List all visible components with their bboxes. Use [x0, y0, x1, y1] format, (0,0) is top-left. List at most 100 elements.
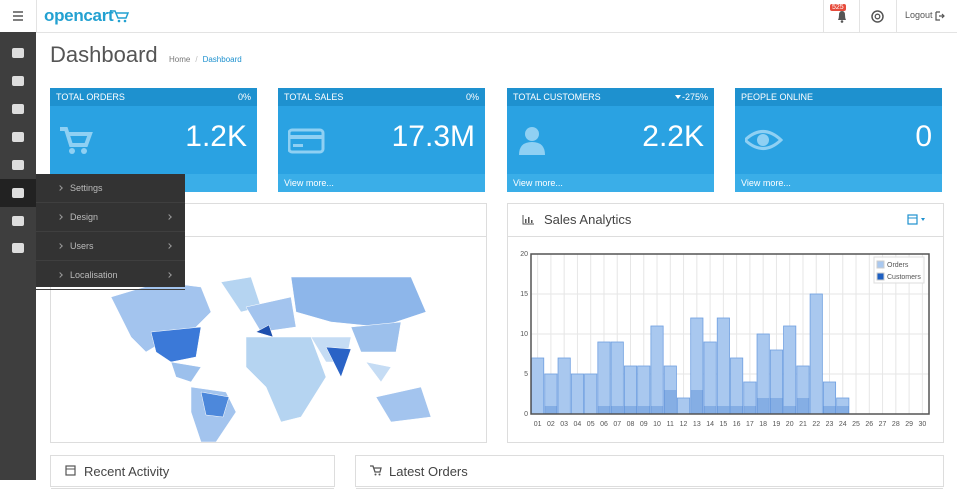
legend-label: Orders — [887, 262, 909, 269]
chart-icon — [522, 215, 534, 225]
bar — [783, 325, 797, 415]
nav-icon[interactable] — [12, 243, 24, 253]
nav-icon[interactable] — [12, 160, 24, 170]
logout[interactable]: Logout — [905, 10, 933, 20]
bar — [650, 406, 664, 414]
panel-heading: Sales Analytics — [508, 204, 943, 237]
bar — [677, 397, 691, 415]
logo[interactable]: opencart — [44, 6, 114, 25]
bar — [570, 373, 584, 415]
x-tick-label: 11 — [667, 421, 674, 428]
tile-title: PEOPLE ONLINE — [741, 92, 814, 102]
bar — [743, 406, 757, 414]
tile-body: 17.3M — [278, 106, 485, 174]
legend-swatch — [876, 272, 885, 281]
bar — [664, 390, 677, 414]
x-tick-label: 13 — [693, 421, 701, 428]
nav-icon[interactable] — [12, 188, 24, 198]
nav-icon[interactable] — [12, 132, 24, 142]
latest-orders-panel: Latest Orders — [355, 455, 944, 489]
x-tick-label: 30 — [918, 421, 926, 428]
x-tick-label: 17 — [746, 421, 754, 428]
x-tick-label: 21 — [799, 421, 807, 428]
tile-heading: PEOPLE ONLINE — [735, 88, 942, 106]
date-picker[interactable] — [907, 213, 929, 225]
y-tick-label: 20 — [520, 251, 528, 258]
tile-icon — [519, 127, 545, 155]
panel-heading: Latest Orders — [356, 456, 943, 489]
tile-change-text: -275% — [681, 92, 708, 102]
breadcrumb-link[interactable]: Dashboard — [202, 55, 242, 64]
menu-item[interactable]: Users — [36, 232, 185, 261]
notification-badge: 525 — [830, 4, 846, 11]
map-panel — [50, 203, 487, 443]
notifications[interactable]: 525 — [823, 0, 860, 32]
bar — [796, 398, 810, 414]
menu-item[interactable]: Localisation — [36, 261, 185, 290]
help[interactable] — [859, 0, 897, 32]
bar — [557, 357, 571, 415]
breadcrumb-separator: / — [195, 55, 198, 64]
tile-change: -275% — [674, 88, 708, 106]
cart-icon — [370, 465, 382, 476]
tile-footer[interactable]: View more... — [278, 174, 485, 192]
bar — [611, 406, 624, 414]
globe-icon — [871, 10, 884, 23]
x-tick-label: 16 — [733, 421, 741, 428]
bar — [703, 341, 717, 415]
menu-item[interactable]: Settings — [36, 174, 185, 203]
bar — [650, 325, 664, 415]
recent-activity-panel: Recent Activity — [50, 455, 335, 489]
sidebar — [0, 32, 36, 480]
bar — [783, 406, 796, 414]
x-tick-label: 03 — [560, 421, 568, 428]
breadcrumb-link[interactable]: Home — [169, 55, 191, 64]
tile-change-text: 0% — [237, 92, 251, 102]
nav-icon[interactable] — [12, 104, 24, 114]
legend-swatch — [876, 260, 885, 269]
nav-icon[interactable] — [12, 216, 24, 226]
menu-item[interactable]: Design — [36, 203, 185, 232]
bar — [544, 406, 558, 414]
bar — [584, 373, 598, 415]
panel-heading: Recent Activity — [51, 456, 334, 489]
x-tick-label: 22 — [812, 421, 820, 428]
x-tick-label: 07 — [613, 421, 621, 428]
x-tick-label: 24 — [839, 421, 847, 428]
nav-icon[interactable] — [12, 76, 24, 86]
tile-footer[interactable]: View more... — [507, 174, 714, 192]
x-tick-label: 15 — [719, 421, 727, 428]
tile-heading: TOTAL ORDERS 0% — [50, 88, 257, 106]
bar — [730, 406, 743, 414]
bar — [637, 406, 650, 414]
stat-tile: TOTAL SALES 0% 17.3M View more... — [278, 88, 485, 192]
breadcrumb: Home / Dashboard — [169, 55, 242, 64]
menu-icon — [13, 11, 23, 21]
x-tick-label: 18 — [759, 421, 767, 428]
tile-footer[interactable]: View more... — [735, 174, 942, 192]
y-tick-label: 15 — [520, 291, 528, 298]
bar — [610, 341, 624, 415]
bar — [823, 406, 836, 414]
bar — [624, 406, 637, 414]
x-tick-label: 19 — [773, 421, 781, 428]
bar — [703, 406, 717, 414]
bar — [730, 357, 744, 415]
x-tick-label: 06 — [600, 421, 608, 428]
x-tick-label: 29 — [905, 421, 913, 428]
x-tick-label: 09 — [640, 421, 648, 428]
x-tick-label: 12 — [680, 421, 688, 428]
tile-change: 0% — [466, 88, 479, 106]
chart: 01 02 03 04 05 06 07 08 09 10 11 12 13 14 15 16 17 18 19 20… — [520, 251, 930, 428]
x-tick-label: 08 — [627, 421, 635, 428]
menu-toggle[interactable] — [0, 0, 37, 32]
tile-title: TOTAL SALES — [284, 92, 344, 102]
header: opencart 525 Logout — [0, 0, 957, 33]
world-map — [110, 276, 432, 443]
nav-icon[interactable] — [12, 48, 24, 58]
flyout-menu: Settings Design Users Localisation — [36, 174, 185, 290]
tile-value: 0 — [915, 120, 932, 153]
tile-title: TOTAL CUSTOMERS — [513, 92, 601, 102]
bar — [716, 317, 730, 415]
